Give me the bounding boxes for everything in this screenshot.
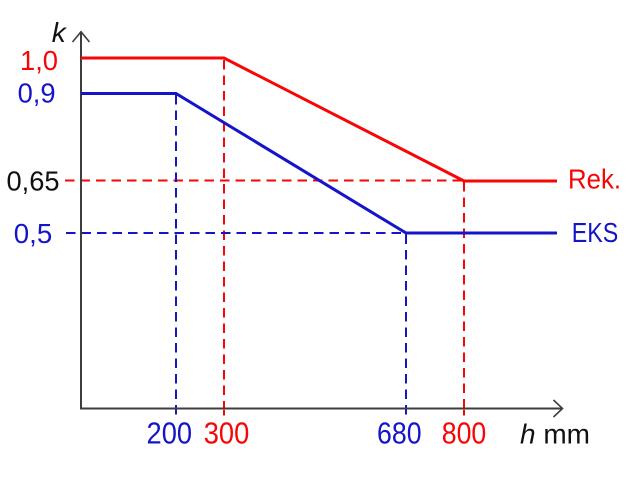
svg-text:0,9: 0,9 xyxy=(18,77,56,108)
svg-text:680: 680 xyxy=(377,416,422,451)
svg-text:200: 200 xyxy=(147,416,193,451)
svg-text:h mm: h mm xyxy=(520,419,590,450)
svg-text:k: k xyxy=(52,17,68,48)
svg-text:EKS: EKS xyxy=(572,217,619,248)
svg-text:Rek.: Rek. xyxy=(568,164,621,195)
svg-text:0,5: 0,5 xyxy=(14,218,53,249)
svg-text:0,65: 0,65 xyxy=(7,166,60,197)
svg-text:300: 300 xyxy=(204,416,250,451)
svg-text:1,0: 1,0 xyxy=(20,45,58,76)
svg-text:800: 800 xyxy=(442,416,487,451)
